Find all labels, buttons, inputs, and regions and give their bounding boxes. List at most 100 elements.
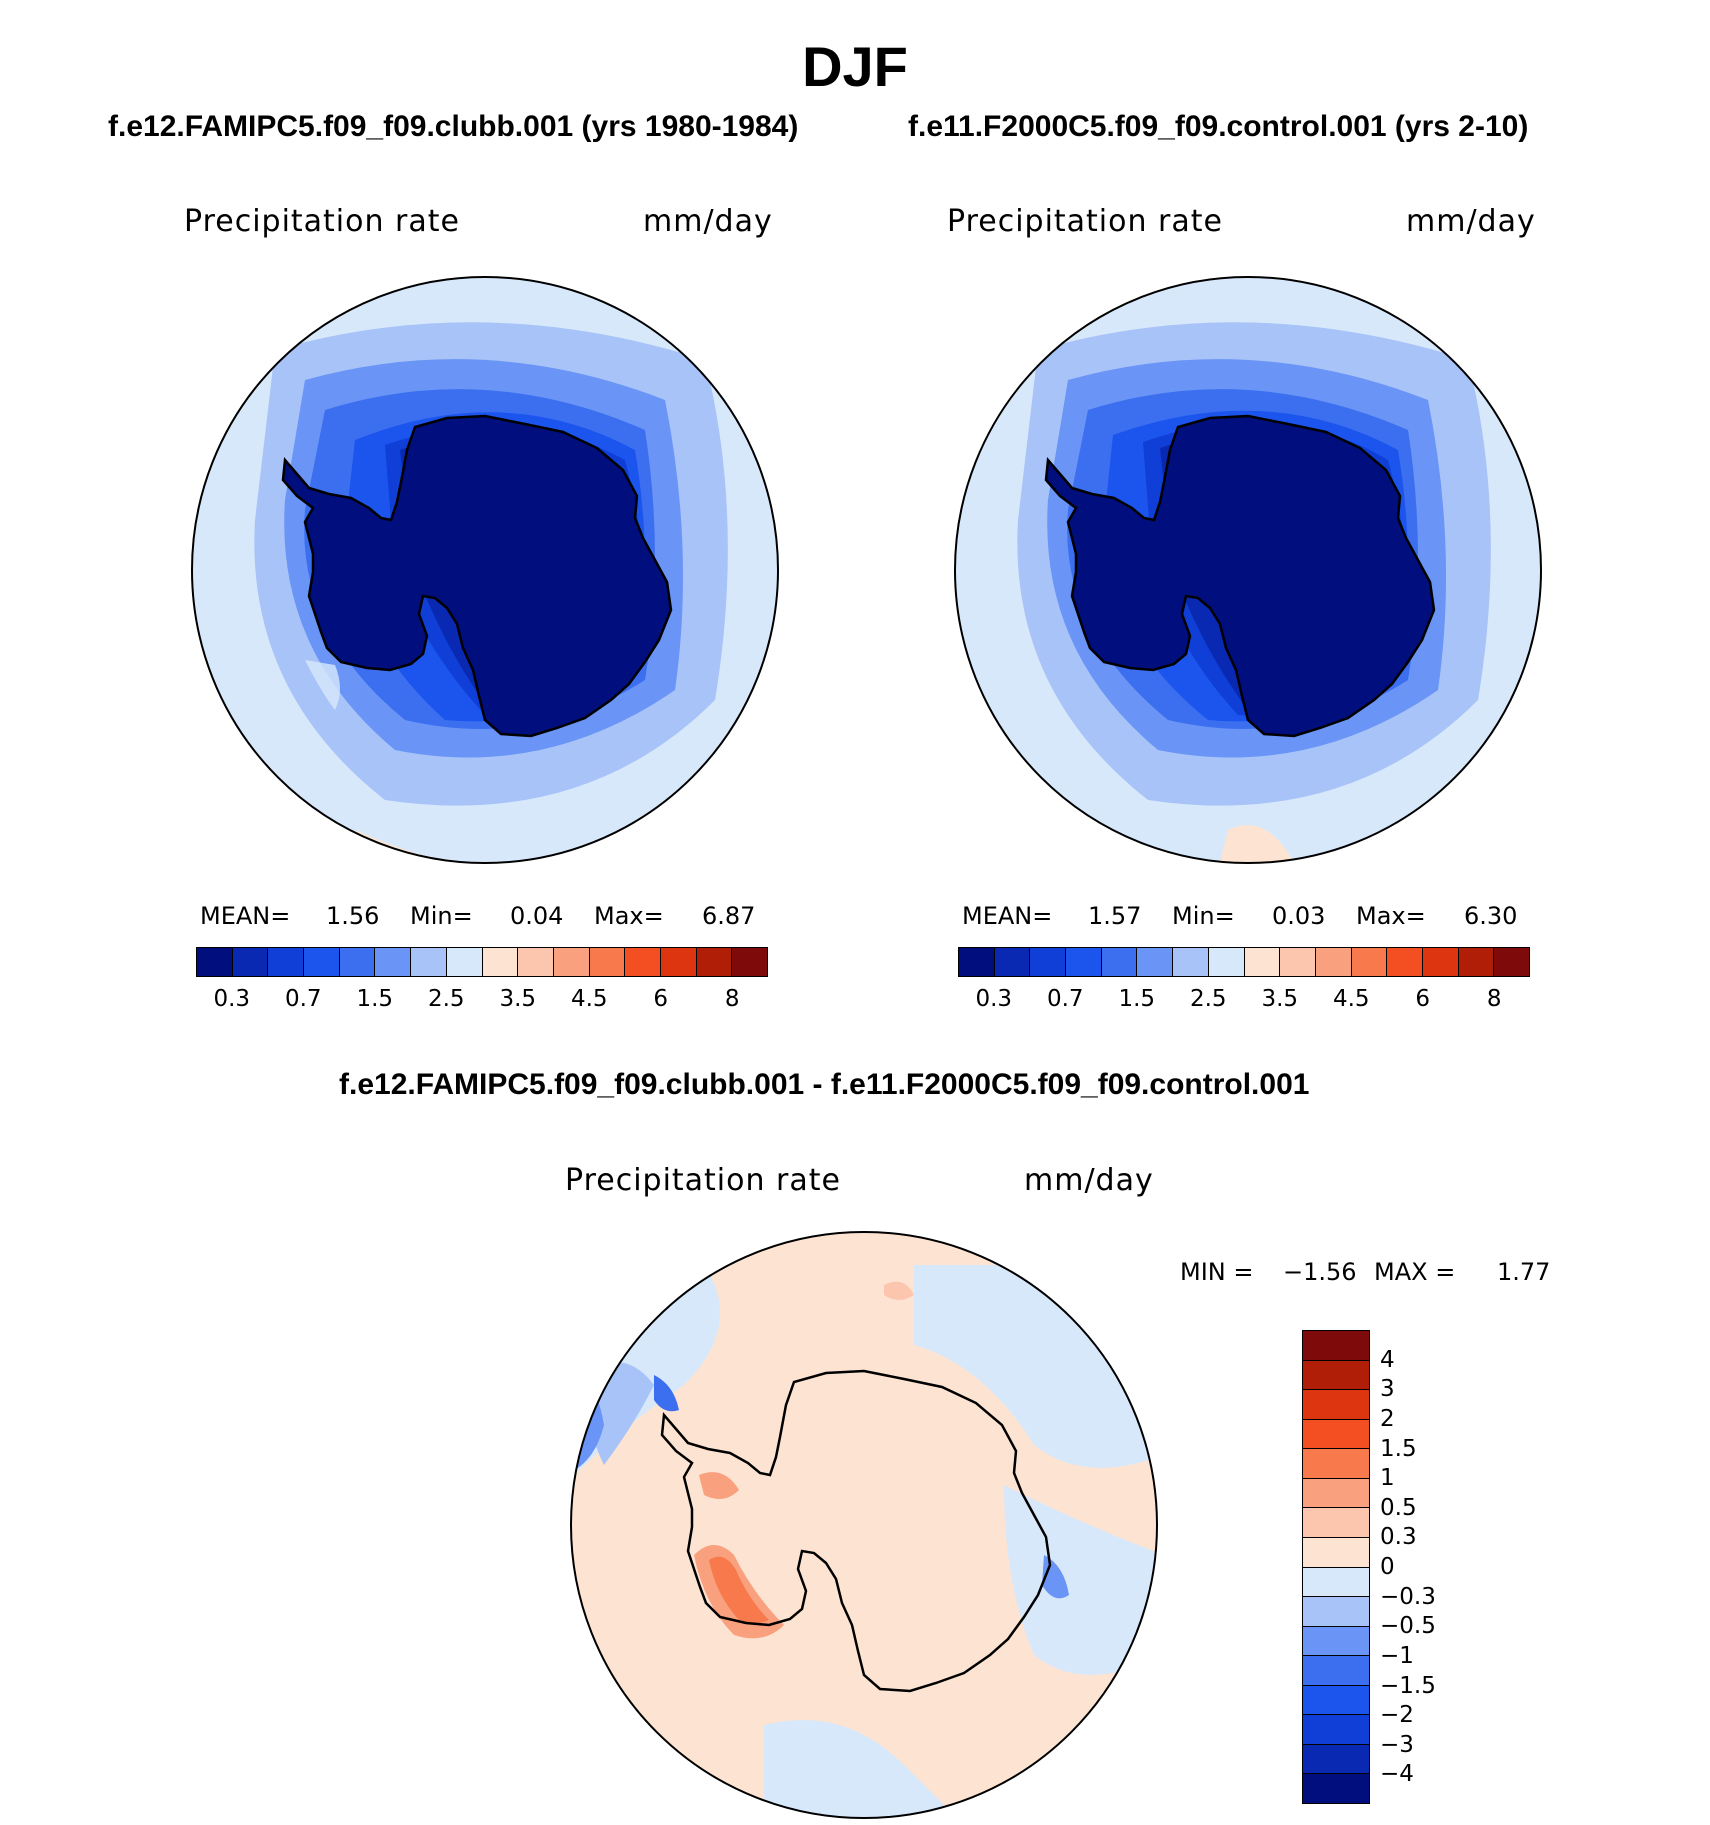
- panel-2-field-label: Precipitation rate: [947, 204, 1223, 239]
- colorbar-tick-label: 8: [724, 986, 740, 1012]
- colorbar-swatch: [625, 948, 661, 976]
- colorbar-tick-label: −3: [1380, 1731, 1414, 1758]
- colorbar-swatch: [1137, 948, 1174, 976]
- panel-2-mean-label: MEAN=: [962, 902, 1053, 930]
- colorbar-swatch: [1351, 948, 1388, 976]
- colorbar-tick-label: 6: [1415, 986, 1431, 1012]
- panel-3-colorbar-ticks: 4 3 2 1.5 1 0.5 0.3 0 −0.3 −0.5 −1 −1.5 −2 −3 −4: [1380, 1330, 1500, 1804]
- colorbar-swatch: [1303, 1360, 1369, 1391]
- colorbar-swatch: [1303, 1537, 1369, 1568]
- colorbar-swatch: [1303, 1449, 1369, 1479]
- colorbar-swatch: [232, 948, 269, 976]
- colorbar-tick-label: 0.3: [1380, 1524, 1417, 1551]
- colorbar-tick-label: 0.3: [213, 986, 251, 1012]
- panel-3-colorbar: [1302, 1330, 1370, 1804]
- colorbar-swatch: [1458, 948, 1495, 976]
- panel-3-max-label: MAX =: [1374, 1258, 1456, 1286]
- panel-1-polar-map: [191, 276, 779, 864]
- colorbar-swatch: [1303, 1744, 1369, 1775]
- colorbar-tick-label: −4: [1380, 1761, 1414, 1788]
- colorbar-tick-label: −0.5: [1380, 1613, 1436, 1640]
- colorbar-tick-label: 4: [1380, 1346, 1395, 1373]
- colorbar-swatch: [375, 948, 412, 976]
- colorbar-swatch: [732, 948, 767, 976]
- colorbar-swatch: [660, 948, 697, 976]
- panel-3-field-label: Precipitation rate: [565, 1163, 841, 1198]
- colorbar-swatch: [446, 948, 483, 976]
- colorbar-tick-label: 1: [1380, 1465, 1395, 1492]
- colorbar-swatch: [1303, 1715, 1369, 1745]
- panel-1-min-label: Min=: [410, 902, 473, 930]
- colorbar-tick-label: 2.5: [1189, 986, 1227, 1012]
- colorbar-tick-label: 4.5: [1332, 986, 1370, 1012]
- colorbar-swatch: [589, 948, 626, 976]
- panel-3-max-value: 1.77: [1497, 1258, 1551, 1286]
- panel-2-colorbar: [958, 947, 1530, 977]
- panel-3-min-label: MIN =: [1180, 1258, 1254, 1286]
- figure-title: DJF: [802, 35, 908, 98]
- colorbar-tick-label: 2: [1380, 1405, 1395, 1432]
- colorbar-tick-label: 0.5: [1380, 1494, 1417, 1521]
- colorbar-tick-label: 4.5: [570, 986, 608, 1012]
- colorbar-tick-label: 1.5: [356, 986, 394, 1012]
- colorbar-tick-label: 3.5: [499, 986, 537, 1012]
- colorbar-swatch: [1422, 948, 1459, 976]
- panel-2-min-value: 0.03: [1272, 902, 1326, 930]
- panel-1-min-value: 0.04: [510, 902, 564, 930]
- colorbar-swatch: [411, 948, 447, 976]
- panel-2-polar-map: [954, 276, 1542, 864]
- panel-1-mean-label: MEAN=: [200, 902, 291, 930]
- panel-1-case-title: f.e12.FAMIPC5.f09_f09.clubb.001 (yrs 198…: [108, 110, 799, 143]
- panel-1-units: mm/day: [643, 204, 773, 239]
- colorbar-tick-label: 0.7: [284, 986, 322, 1012]
- colorbar-tick-label: 0.3: [975, 986, 1013, 1012]
- panel-2-max-value: 6.30: [1464, 902, 1518, 930]
- colorbar-swatch: [1303, 1419, 1369, 1450]
- colorbar-swatch: [1208, 948, 1245, 976]
- colorbar-swatch: [1303, 1656, 1369, 1686]
- panel-2-mean-value: 1.57: [1088, 902, 1142, 930]
- panel-2-case-title: f.e11.F2000C5.f09_f09.control.001 (yrs 2…: [908, 110, 1529, 143]
- colorbar-swatch: [696, 948, 733, 976]
- panel-3-polar-map: [570, 1231, 1158, 1819]
- colorbar-swatch: [994, 948, 1031, 976]
- panel-2-units: mm/day: [1406, 204, 1536, 239]
- panel-1-max-label: Max=: [594, 902, 664, 930]
- colorbar-swatch: [1303, 1774, 1369, 1803]
- colorbar-tick-label: −2: [1380, 1702, 1414, 1729]
- colorbar-swatch: [339, 948, 376, 976]
- colorbar-swatch: [1303, 1390, 1369, 1420]
- panel-1-mean-value: 1.56: [326, 902, 380, 930]
- colorbar-tick-label: 1.5: [1380, 1435, 1417, 1462]
- panel-1-field-label: Precipitation rate: [184, 204, 460, 239]
- colorbar-swatch: [1303, 1597, 1369, 1627]
- colorbar-swatch: [1303, 1567, 1369, 1598]
- panel-2-max-label: Max=: [1356, 902, 1426, 930]
- colorbar-swatch: [1101, 948, 1138, 976]
- colorbar-tick-label: 8: [1486, 986, 1502, 1012]
- colorbar-tick-label: 1.5: [1118, 986, 1156, 1012]
- colorbar-swatch: [1303, 1331, 1369, 1361]
- colorbar-swatch: [304, 948, 340, 976]
- colorbar-swatch: [959, 948, 995, 976]
- panel-3-min-value: −1.56: [1283, 1258, 1357, 1286]
- colorbar-tick-label: 3: [1380, 1376, 1395, 1403]
- colorbar-tick-label: 6: [653, 986, 669, 1012]
- colorbar-swatch: [553, 948, 590, 976]
- colorbar-swatch: [1244, 948, 1281, 976]
- panel-2-min-label: Min=: [1172, 902, 1235, 930]
- colorbar-tick-label: −0.3: [1380, 1583, 1436, 1610]
- colorbar-swatch: [1173, 948, 1209, 976]
- colorbar-swatch: [1303, 1685, 1369, 1716]
- colorbar-swatch: [482, 948, 519, 976]
- colorbar-tick-label: 3.5: [1261, 986, 1299, 1012]
- colorbar-swatch: [1066, 948, 1102, 976]
- colorbar-swatch: [518, 948, 554, 976]
- panel-1-colorbar: [196, 947, 768, 977]
- colorbar-swatch: [1315, 948, 1352, 976]
- panel-2-colorbar-ticks: 0.3 0.7 1.5 2.5 3.5 4.5 6 8: [958, 986, 1530, 1016]
- colorbar-swatch: [1303, 1626, 1369, 1657]
- colorbar-tick-label: 0.7: [1046, 986, 1084, 1012]
- colorbar-tick-label: 2.5: [427, 986, 465, 1012]
- colorbar-swatch: [1303, 1508, 1369, 1538]
